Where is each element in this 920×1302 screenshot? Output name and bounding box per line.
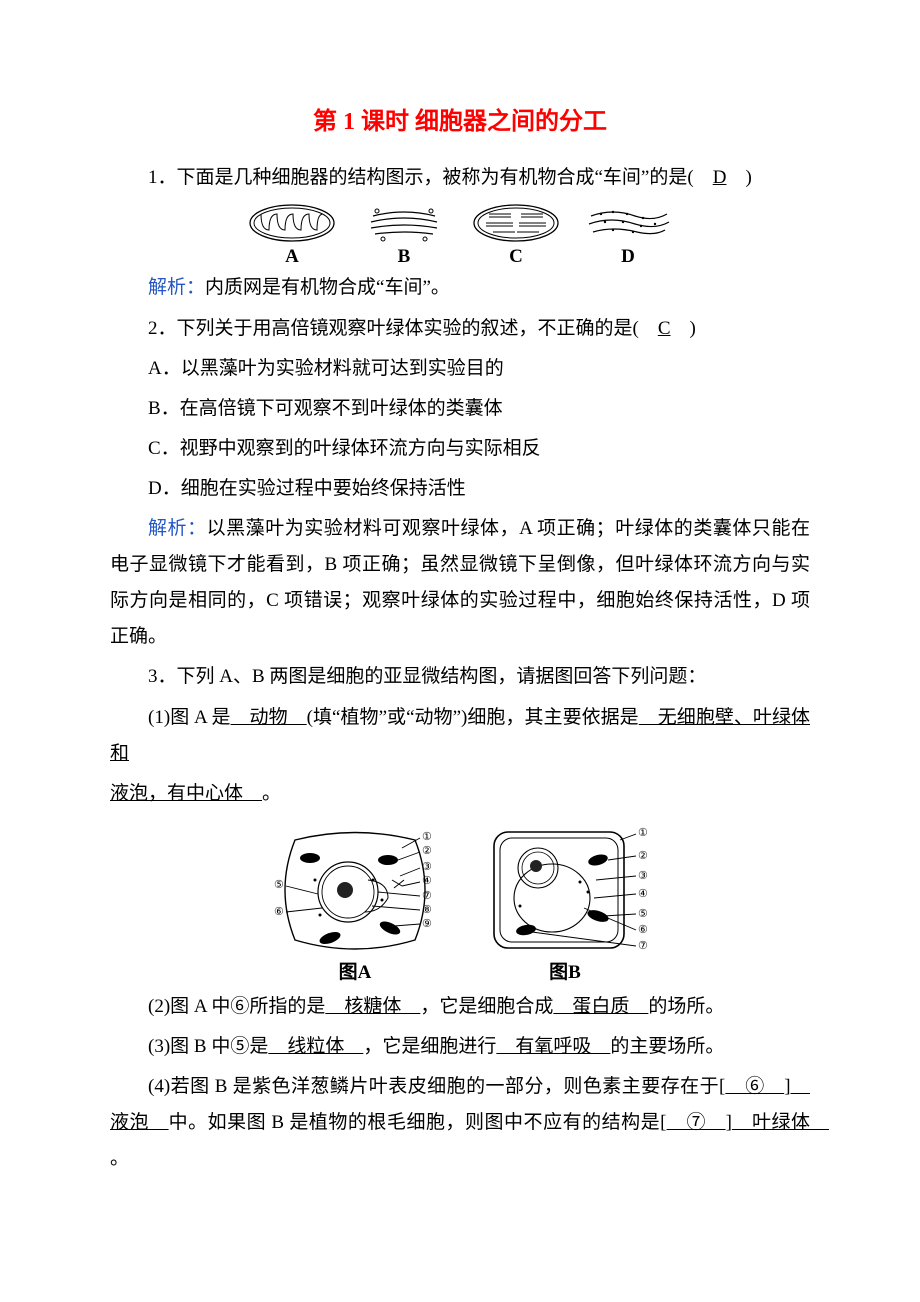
svg-text:⑤: ⑤ [638, 908, 648, 920]
organelle-d-label: D [621, 246, 635, 269]
analysis-label: 解析： [148, 518, 207, 539]
q2-optA: A．以黑藻叶为实验材料就可达到实验目的 [110, 351, 810, 387]
q3p1-ans1: 动物 [231, 707, 307, 728]
q3p4-ans2: 叶绿体 [732, 1112, 829, 1133]
q2-stem-end: ) [671, 318, 696, 339]
organelle-d: D [583, 202, 673, 269]
plant-cell-icon: ① ② ③ ④ ⑤ ⑥ ⑦ [480, 820, 650, 960]
animal-cell-icon: ① ② ③ ④ ⑦ ⑧ ⑨ ⑤ ⑥ [270, 820, 440, 960]
organelle-a: A [247, 202, 337, 269]
lesson-title: 第 1 课时 细胞器之间的分工 [110, 100, 810, 146]
golgi-icon [359, 202, 449, 244]
q3p2-mid: ，它是细胞合成 [420, 996, 553, 1017]
figB-label: 图B [549, 962, 581, 985]
q3p4-pre: (4)若图 B 是紫色洋葱鳞片叶表皮细胞的一部分，则色素主要存在于[ [148, 1076, 725, 1097]
q2-optC: C．视野中观察到的叶绿体环流方向与实际相反 [110, 431, 810, 467]
q3p2-ans1: 核糖体 [325, 996, 420, 1017]
q3p1-pre: (1)图 A 是 [148, 707, 231, 728]
q2-optD: D．细胞在实验过程中要始终保持活性 [110, 471, 810, 507]
q3p4-num2: ⑦ [667, 1112, 726, 1133]
svg-text:④: ④ [638, 888, 648, 900]
svg-text:①: ① [422, 831, 432, 843]
q3p4-num1: ⑥ [725, 1076, 784, 1097]
q3p2-end: 的场所。 [648, 996, 724, 1017]
q1-analysis-text: 内质网是有机物合成“车间”。 [205, 277, 450, 298]
svg-text:⑤: ⑤ [274, 879, 284, 891]
q2-analysis-text: 以黑藻叶为实验材料可观察叶绿体，A 项正确；叶绿体的类囊体只能在电子显微镜下才能… [110, 518, 810, 647]
analysis-label: 解析： [148, 277, 205, 298]
q1-analysis: 解析：内质网是有机物合成“车间”。 [110, 270, 810, 306]
svg-text:③: ③ [638, 870, 648, 882]
svg-text:⑧: ⑧ [422, 904, 432, 916]
q1-figure-row: A B [110, 202, 810, 269]
svg-text:⑦: ⑦ [422, 890, 432, 902]
organelle-c: C [471, 202, 561, 269]
q3p3-ans1: 线粒体 [268, 1036, 363, 1057]
q1-stem-text: 1．下面是几种细胞器的结构图示，被称为有机物合成“车间”的是( [148, 167, 713, 188]
q1-stem: 1．下面是几种细胞器的结构图示，被称为有机物合成“车间”的是( D ) [110, 160, 810, 196]
organelle-c-label: C [509, 246, 523, 269]
q2-analysis: 解析：以黑藻叶为实验材料可观察叶绿体，A 项正确；叶绿体的类囊体只能在电子显微镜… [110, 511, 810, 655]
q3p3-pre: (3)图 B 中⑤是 [148, 1036, 268, 1057]
q3-part1: (1)图 A 是 动物 (填“植物”或“动物”)细胞，其主要依据是 无细胞壁、叶… [110, 700, 810, 772]
figA-label: 图A [339, 962, 372, 985]
er-icon [583, 202, 673, 244]
q3-part2: (2)图 A 中⑥所指的是 核糖体 ，它是细胞合成 蛋白质 的场所。 [110, 989, 810, 1025]
q3p1-end: 。 [262, 783, 281, 804]
q3p4-mid: 中。如果图 B 是植物的根毛细胞，则图中不应有的结构是[ [169, 1112, 667, 1133]
mitochondrion-icon [247, 202, 337, 244]
svg-text:⑨: ⑨ [422, 918, 432, 930]
q3p1-ans2b: 液泡，有中心体 [110, 783, 262, 804]
svg-text:②: ② [422, 845, 432, 857]
cell-b: ① ② ③ ④ ⑤ ⑥ ⑦ 图B [480, 820, 650, 985]
chloroplast-icon [471, 202, 561, 244]
q3p2-ans2: 蛋白质 [553, 996, 648, 1017]
q3p2-pre: (2)图 A 中⑥所指的是 [148, 996, 325, 1017]
q3-stem: 3．下列 A、B 两图是细胞的亚显微结构图，请据图回答下列问题： [110, 659, 810, 695]
svg-text:⑦: ⑦ [638, 940, 648, 952]
q2-stem-text: 2．下列关于用高倍镜观察叶绿体实验的叙述，不正确的是( [148, 318, 658, 339]
q3-part4: (4)若图 B 是紫色洋葱鳞片叶表皮细胞的一部分，则色素主要存在于[ ⑥ ] 液… [110, 1069, 810, 1177]
q2-stem: 2．下列关于用高倍镜观察叶绿体实验的叙述，不正确的是( C ) [110, 311, 810, 347]
q3p3-mid: ，它是细胞进行 [363, 1036, 496, 1057]
q2-answer: C [658, 318, 671, 339]
page: 第 1 课时 细胞器之间的分工 1．下面是几种细胞器的结构图示，被称为有机物合成… [0, 0, 920, 1302]
q3p4-end: 。 [110, 1148, 129, 1169]
svg-text:②: ② [638, 850, 648, 862]
q3-part3: (3)图 B 中⑤是 线粒体 ，它是细胞进行 有氧呼吸 的主要场所。 [110, 1029, 810, 1065]
q3p3-end: 的主要场所。 [610, 1036, 724, 1057]
q3p1-mid: (填“植物”或“动物”)细胞，其主要依据是 [307, 707, 639, 728]
svg-text:⑥: ⑥ [274, 906, 284, 918]
svg-text:①: ① [638, 827, 648, 839]
organelle-a-label: A [285, 246, 299, 269]
organelle-b-label: B [398, 246, 411, 269]
svg-text:③: ③ [422, 861, 432, 873]
cell-a: ① ② ③ ④ ⑦ ⑧ ⑨ ⑤ ⑥ 图A [270, 820, 440, 985]
q3p3-ans2: 有氧呼吸 [496, 1036, 610, 1057]
svg-text:④: ④ [422, 875, 432, 887]
organelle-b: B [359, 202, 449, 269]
svg-text:⑥: ⑥ [638, 924, 648, 936]
q3-figure-row: ① ② ③ ④ ⑦ ⑧ ⑨ ⑤ ⑥ 图A [110, 820, 810, 985]
q2-optB: B．在高倍镜下可观察不到叶绿体的类囊体 [110, 391, 810, 427]
q1-stem-end: ) [726, 167, 751, 188]
q1-answer: D [713, 167, 727, 188]
q3-part1-cont: 液泡，有中心体 。 [110, 776, 810, 812]
